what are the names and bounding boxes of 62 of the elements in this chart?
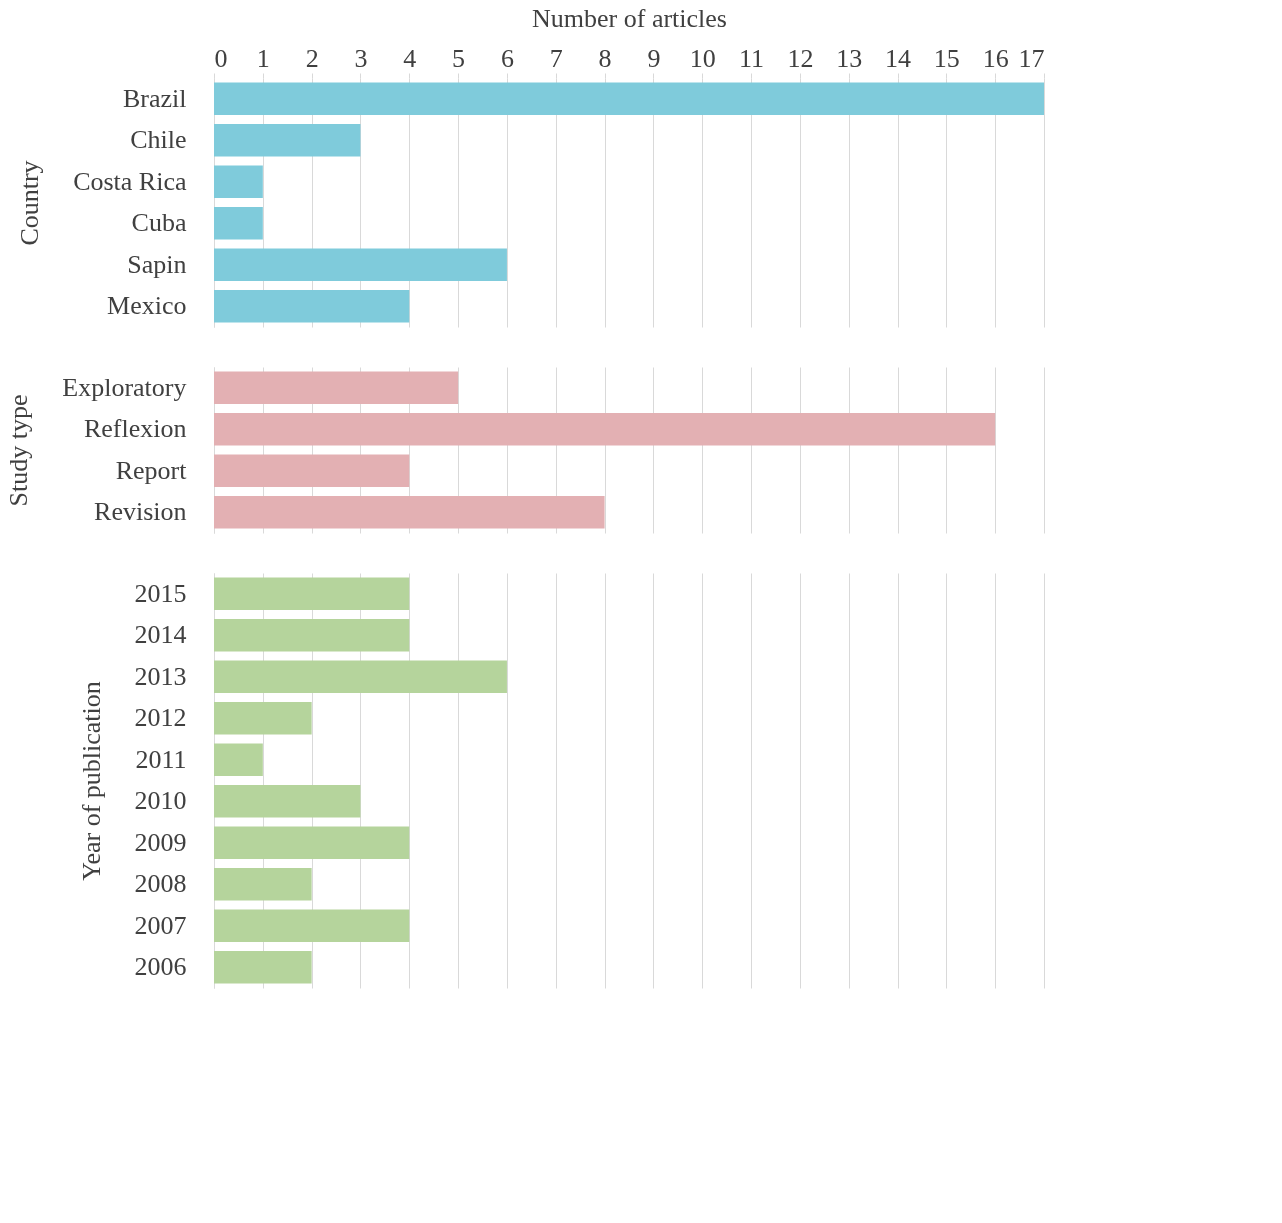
x-tick-label: 11: [739, 43, 765, 73]
bar: [214, 124, 361, 157]
x-tick-label: 5: [452, 43, 466, 73]
x-tick-label: 1: [256, 43, 270, 73]
y-tick-label: 2009: [134, 827, 187, 857]
y-axis-title: Country: [15, 160, 45, 246]
y-tick-label: 2008: [134, 869, 187, 899]
y-tick-label: 2006: [134, 952, 187, 982]
bar: [214, 82, 1044, 115]
x-tick-label: 15: [933, 43, 960, 73]
y-tick-label: Chile: [130, 125, 187, 155]
x-tick-label: 8: [598, 43, 612, 73]
y-tick-label: 2013: [134, 661, 187, 691]
x-tick-label: 7: [549, 43, 563, 73]
bar: [214, 207, 263, 240]
x-tick-label: 16: [982, 43, 1009, 73]
bar: [214, 371, 459, 404]
bar: [214, 165, 263, 198]
y-tick-label: 2014: [134, 620, 187, 650]
y-tick-label: Reflexion: [83, 414, 187, 444]
x-tick-label: 4: [403, 43, 417, 73]
x-tick-label: 6: [500, 43, 514, 73]
y-tick-label: Cuba: [131, 208, 187, 238]
y-axis-title: Study type: [4, 394, 34, 507]
bar: [214, 413, 996, 446]
bar: [214, 909, 410, 942]
y-tick-label: Revision: [94, 497, 187, 527]
x-tick-label: 0: [214, 43, 228, 73]
y-tick-label: Sapin: [127, 249, 187, 279]
x-tick-label: 12: [787, 43, 814, 73]
y-tick-label: 2012: [134, 703, 187, 733]
x-tick-label: 10: [689, 43, 716, 73]
y-axis-title: Year of publication: [76, 681, 106, 881]
bar: [214, 248, 507, 281]
y-tick-label: 2011: [135, 744, 187, 774]
bar: [214, 496, 605, 529]
bar: [214, 743, 263, 776]
x-tick-label: 3: [354, 43, 368, 73]
x-tick-label: 13: [836, 43, 863, 73]
bar: [214, 868, 312, 901]
y-tick-label: 2015: [134, 578, 187, 608]
bar: [214, 702, 312, 735]
y-tick-label: 2007: [134, 910, 187, 940]
y-tick-label: 2010: [134, 786, 187, 816]
y-tick-label: Brazil: [122, 83, 187, 113]
y-tick-label: Costa Rica: [73, 166, 187, 196]
y-tick-label: Exploratory: [62, 372, 187, 402]
bar: [214, 454, 410, 487]
x-axis-title: Number of articles: [532, 3, 727, 33]
x-tick-label: 17: [1018, 43, 1045, 73]
x-tick-label: 14: [885, 43, 912, 73]
y-tick-label: Mexico: [107, 291, 187, 321]
bar: [214, 951, 312, 984]
bar: [214, 826, 410, 859]
bar: [214, 290, 410, 323]
x-tick-label: 2: [305, 43, 319, 73]
x-tick-label: 9: [647, 43, 661, 73]
y-tick-label: Report: [115, 455, 188, 485]
bar: [214, 619, 410, 652]
bar: [214, 660, 507, 693]
bar: [214, 577, 410, 610]
bar: [214, 785, 361, 818]
